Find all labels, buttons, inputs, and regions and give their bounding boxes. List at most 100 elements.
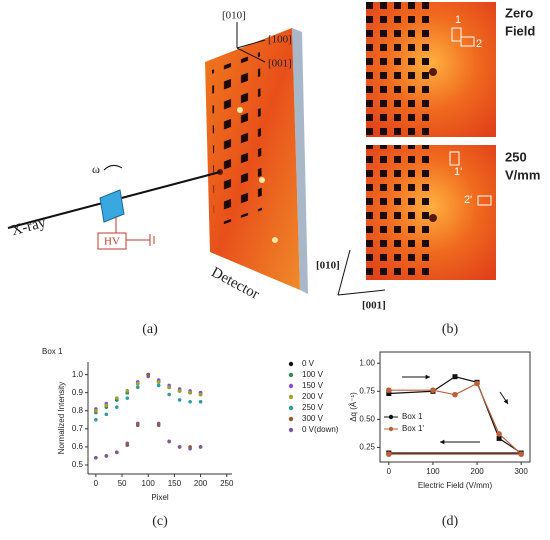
axis-label: [010]	[316, 260, 340, 272]
point	[198, 399, 203, 404]
x-tick-label: 100	[426, 467, 440, 476]
point	[167, 439, 171, 444]
axis-arrow	[236, 39, 266, 49]
box-label: 2'	[464, 194, 472, 206]
arrow-head	[503, 399, 508, 404]
point	[135, 421, 140, 426]
point	[104, 412, 109, 417]
omega-label: ω	[92, 162, 100, 176]
y-tick-label: 0.9	[72, 388, 84, 397]
detector-pattern	[212, 52, 262, 228]
point	[115, 450, 119, 455]
condition-label: Zero	[505, 5, 533, 20]
point	[125, 396, 130, 400]
omega-arrow	[103, 164, 123, 171]
point	[167, 385, 171, 390]
axis-arrow	[337, 289, 386, 296]
x-tick-label: 300	[514, 467, 528, 476]
image-pattern	[366, 145, 436, 280]
legend-label: 0 V(down)	[302, 425, 339, 434]
marker	[386, 387, 392, 393]
point	[104, 403, 109, 408]
panel-a: [010] [100] [001] X-ray ω HV Detector (a…	[7, 10, 308, 337]
marker	[386, 391, 392, 397]
legend-label: 300 V	[302, 414, 324, 423]
detector-edge	[292, 28, 308, 294]
sample	[99, 189, 125, 223]
plot-frame	[379, 351, 531, 463]
box	[477, 195, 492, 206]
point	[198, 392, 203, 397]
point	[188, 390, 192, 395]
legend-label: 150 V	[302, 381, 324, 390]
condition-label: 250	[505, 149, 527, 164]
x-tick-label: 200	[470, 467, 484, 476]
point	[125, 389, 130, 393]
point	[135, 381, 140, 386]
x-ray-label: X-ray	[10, 215, 48, 240]
x-tick-label: 50	[118, 479, 127, 488]
caption: (c)	[152, 514, 168, 529]
box	[449, 151, 460, 166]
legend-swatch	[288, 372, 294, 378]
legend-label: 100 V	[302, 370, 324, 379]
marker	[496, 435, 502, 441]
legend-swatch	[288, 383, 294, 389]
legend-label: 200 V	[302, 392, 324, 401]
point	[146, 374, 151, 379]
point	[156, 380, 161, 384]
marker	[452, 391, 458, 398]
legend-label: 0 V	[302, 359, 315, 368]
axis-arrow	[236, 47, 266, 63]
caption: (a)	[142, 322, 158, 337]
point	[198, 445, 203, 449]
axis-label: [100]	[268, 34, 292, 46]
y-tick-label: 0.8	[72, 406, 84, 415]
beam-spot	[429, 68, 437, 76]
point	[104, 454, 109, 458]
legend-swatch	[288, 361, 294, 367]
y-tick-label: 1.0	[72, 370, 84, 379]
x-axis-label: Pixel	[151, 493, 169, 502]
y-tick-label: 0.7	[72, 424, 84, 433]
hv-box	[97, 232, 127, 250]
marker	[496, 431, 502, 437]
caption: (b)	[442, 322, 459, 337]
point	[125, 441, 130, 446]
point	[115, 396, 119, 400]
y-tick-label: 0.50	[359, 414, 375, 423]
legend-label: Box 1	[402, 412, 423, 421]
legend-swatch	[388, 414, 394, 420]
point	[135, 385, 140, 390]
spot	[272, 237, 278, 243]
beam-spot	[429, 214, 437, 222]
axis-label: [010]	[222, 10, 246, 22]
marker	[386, 451, 392, 457]
axis-label: [001]	[362, 300, 386, 312]
y-tick-label: 0.5	[72, 460, 84, 469]
spot	[237, 107, 243, 113]
spot	[259, 177, 265, 183]
point	[188, 446, 192, 451]
point	[177, 389, 182, 393]
condition-label: V/mm	[505, 167, 540, 182]
hv-label: HV	[104, 236, 120, 248]
x-tick-label: 0	[387, 467, 392, 476]
legend-label: 250 V	[302, 403, 324, 412]
condition-label: Field	[505, 23, 535, 38]
box	[460, 36, 475, 47]
point	[94, 418, 98, 422]
box-label: 1	[455, 14, 461, 26]
caption: (d)	[442, 514, 459, 529]
arrow-head	[425, 374, 430, 380]
y-axis-label: Δq (Å⁻¹)	[349, 392, 358, 422]
chart-title: Box 1	[42, 347, 63, 356]
point	[156, 421, 161, 426]
legend-label: Box 1'	[402, 424, 424, 433]
arrow-head	[440, 439, 445, 445]
x-tick-label: 0	[94, 479, 99, 488]
x-tick-label: 200	[194, 479, 208, 488]
y-tick-label: 0.6	[72, 442, 84, 451]
x-tick-label: 250	[220, 479, 234, 488]
